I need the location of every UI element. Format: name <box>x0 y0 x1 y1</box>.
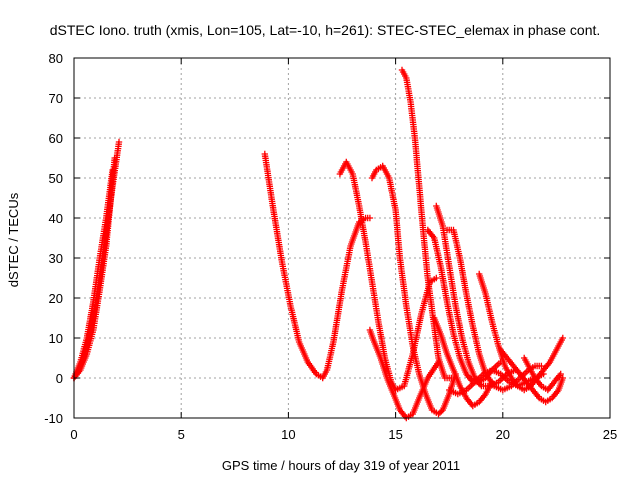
y-tick-label: 50 <box>49 171 63 186</box>
data-series <box>366 326 442 422</box>
data-point <box>435 358 442 366</box>
data-series <box>476 270 566 394</box>
plot-frame <box>73 57 611 419</box>
y-tick-label: 40 <box>49 211 63 226</box>
y-tick-label: 10 <box>49 331 63 346</box>
x-axis-label: GPS time / hours of day 319 of year 2011 <box>222 458 460 473</box>
x-tick-label: 5 <box>178 427 185 442</box>
y-tick-label: 70 <box>49 91 63 106</box>
x-tick-label: 10 <box>281 427 295 442</box>
data-series <box>261 150 374 382</box>
data-series <box>368 162 459 418</box>
x-tick-label: 15 <box>388 427 402 442</box>
data-series <box>497 346 566 406</box>
chart-title: dSTEC Iono. truth (xmis, Lon=105, Lat=-1… <box>50 22 601 38</box>
y-tick-label: 20 <box>49 291 63 306</box>
data-point <box>488 378 496 386</box>
data-series <box>70 166 116 382</box>
data-point <box>559 334 566 342</box>
data-series <box>433 202 519 390</box>
data-series <box>521 354 564 394</box>
data-point <box>111 154 118 162</box>
y-tick-label: 80 <box>49 51 63 66</box>
x-tick-label: 20 <box>496 427 510 442</box>
data-point <box>557 370 564 378</box>
x-tick-label: 0 <box>70 427 77 442</box>
data-point <box>538 362 545 370</box>
y-tick-label: 0 <box>56 371 63 386</box>
data-point <box>448 374 455 382</box>
y-tick-label: 30 <box>49 251 63 266</box>
data-series <box>70 154 118 382</box>
data-point <box>433 274 440 282</box>
data-point <box>559 374 566 382</box>
data-series <box>398 66 455 382</box>
x-tick-label: 25 <box>603 427 617 442</box>
data-layer <box>70 66 566 422</box>
y-axis-label: dSTEC / TECUs <box>6 192 21 287</box>
data-point <box>115 138 123 146</box>
y-tick-label: -10 <box>44 411 63 426</box>
y-tick-label: 60 <box>49 131 63 146</box>
data-series <box>336 158 440 394</box>
data-point <box>366 214 374 222</box>
data-point <box>540 370 547 378</box>
tick-layer: 0 5 10 15 20 25 -10 0 10 20 30 40 50 60 70 80 <box>44 51 617 442</box>
